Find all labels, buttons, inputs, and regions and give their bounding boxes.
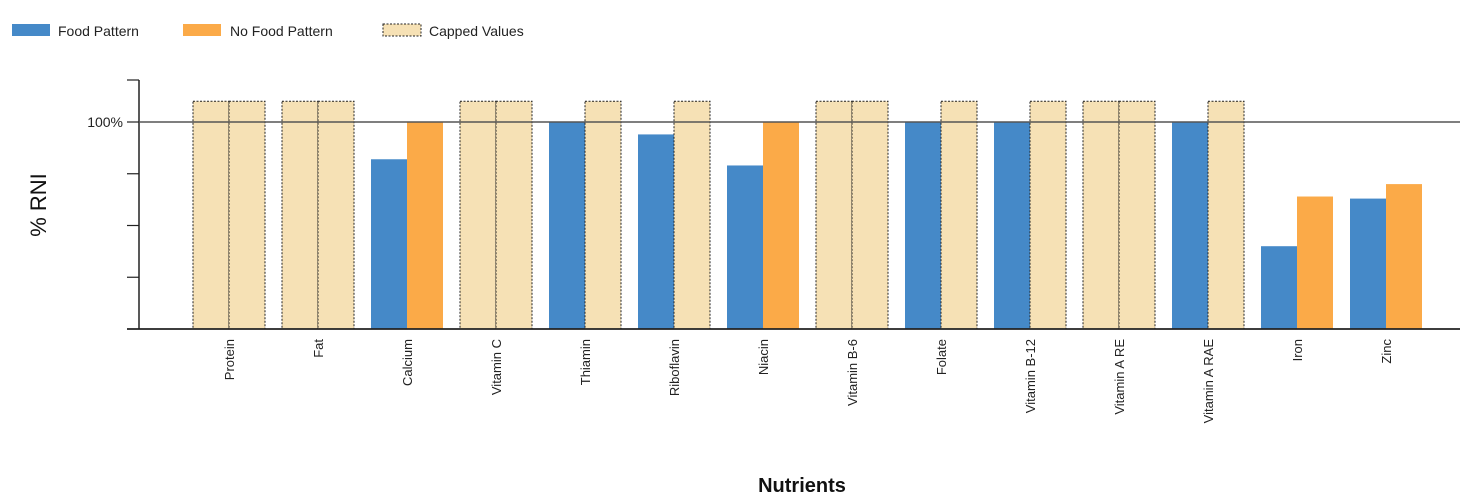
x-tick-label-calcium: Calcium bbox=[400, 339, 415, 386]
bar-vitamin-b-12-no-food-pattern bbox=[1029, 100, 1067, 330]
bar-vitamin-a-re-food-pattern bbox=[1082, 100, 1120, 330]
legend-label-capped-values: Capped Values bbox=[429, 23, 524, 39]
bar-niacin-no-food-pattern bbox=[763, 122, 799, 329]
x-tick-label-zinc: Zinc bbox=[1379, 339, 1394, 364]
bar-calcium-food-pattern bbox=[371, 159, 407, 329]
x-tick-label-vitamin-c: Vitamin C bbox=[489, 339, 504, 395]
legend-swatch-food-pattern bbox=[12, 24, 50, 36]
bar-vitamin-a-rae-no-food-pattern bbox=[1207, 100, 1245, 330]
x-tick-label-vitamin-a-rae: Vitamin A RAE bbox=[1201, 339, 1216, 424]
bar-riboflavin-food-pattern bbox=[638, 134, 674, 329]
bar-folate-food-pattern bbox=[905, 122, 941, 329]
bar-niacin-food-pattern bbox=[727, 165, 763, 329]
bar-protein-food-pattern bbox=[192, 100, 230, 330]
x-tick-label-iron: Iron bbox=[1290, 339, 1305, 361]
x-tick-label-niacin: Niacin bbox=[756, 339, 771, 375]
bar-fat-no-food-pattern bbox=[317, 100, 355, 330]
x-tick-label-protein: Protein bbox=[222, 339, 237, 380]
bar-vitamin-b-6-food-pattern bbox=[815, 100, 853, 330]
bar-thiamin-no-food-pattern bbox=[584, 100, 622, 330]
bar-fat-food-pattern bbox=[281, 100, 319, 330]
bar-iron-no-food-pattern bbox=[1297, 196, 1333, 329]
bar-thiamin-food-pattern bbox=[549, 122, 585, 329]
legend-label-food-pattern: Food Pattern bbox=[58, 23, 139, 39]
legend-swatch-no-food-pattern bbox=[183, 24, 221, 36]
bar-zinc-no-food-pattern bbox=[1386, 184, 1422, 329]
bar-folate-no-food-pattern bbox=[940, 100, 978, 330]
x-tick-label-vitamin-a-re: Vitamin A RE bbox=[1112, 339, 1127, 415]
bar-vitamin-c-no-food-pattern bbox=[495, 100, 533, 330]
legend-swatch-capped-values bbox=[382, 23, 422, 37]
bar-calcium-no-food-pattern bbox=[407, 122, 443, 329]
bar-zinc-food-pattern bbox=[1350, 198, 1386, 329]
bar-vitamin-b-12-food-pattern bbox=[994, 122, 1030, 329]
x-tick-label-fat: Fat bbox=[311, 339, 326, 358]
bar-vitamin-c-food-pattern bbox=[459, 100, 497, 330]
x-tick-label-folate: Folate bbox=[934, 339, 949, 375]
x-axis-title: Nutrients bbox=[758, 475, 846, 497]
x-tick-label-vitamin-b-6: Vitamin B-6 bbox=[845, 339, 860, 406]
bar-iron-food-pattern bbox=[1261, 246, 1297, 329]
bar-vitamin-b-6-no-food-pattern bbox=[851, 100, 889, 330]
plot-area: 100% Protein Fat Calcium Vitamin C Thiamin Rib… bbox=[87, 79, 1460, 424]
legend-label-no-food-pattern: No Food Pattern bbox=[230, 23, 333, 39]
x-tick-label-riboflavin: Riboflavin bbox=[667, 339, 682, 396]
legend: Food Pattern No Food Pattern Capped Valu… bbox=[12, 23, 524, 39]
bar-vitamin-a-rae-food-pattern bbox=[1172, 122, 1208, 329]
bar-riboflavin-no-food-pattern bbox=[673, 100, 711, 330]
y-axis-title: % RNI bbox=[26, 173, 51, 237]
bar-vitamin-a-re-no-food-pattern bbox=[1118, 100, 1156, 330]
bar-protein-no-food-pattern bbox=[228, 100, 266, 330]
x-tick-label-vitamin-b-12: Vitamin B-12 bbox=[1023, 339, 1038, 413]
y-tick-label-0: 100% bbox=[87, 114, 123, 130]
x-tick-label-thiamin: Thiamin bbox=[578, 339, 593, 385]
